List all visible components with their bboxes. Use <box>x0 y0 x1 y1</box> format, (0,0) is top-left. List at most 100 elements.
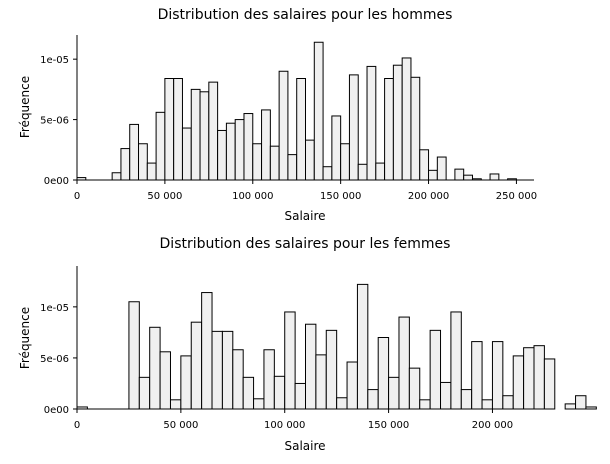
histogram-bar <box>489 173 500 181</box>
x-tick-label: 0 <box>74 420 80 431</box>
histogram-bar <box>217 129 227 181</box>
chart-title: Distribution des salaires pour les femme… <box>160 236 451 252</box>
histogram-bar <box>408 367 421 410</box>
histogram-bar <box>305 323 317 410</box>
histogram-bar <box>129 123 140 181</box>
histogram-bar <box>146 162 157 181</box>
y-tick-label: 0e00 <box>44 176 69 187</box>
bars-group <box>76 41 517 181</box>
histogram-bar <box>325 329 338 410</box>
histogram-bar <box>173 78 183 181</box>
histogram-bar <box>211 330 223 410</box>
men-salary-histogram: Distribution des salaires pour les homme… <box>18 7 537 223</box>
histogram-bar <box>398 316 410 410</box>
histogram-bar <box>471 341 483 410</box>
x-tick-label: 150 000 <box>368 420 409 431</box>
histogram-bar <box>356 283 369 410</box>
histogram-bar <box>331 115 342 181</box>
histogram-bar <box>253 398 265 410</box>
histogram-bar <box>273 375 286 410</box>
histogram-bar <box>346 361 358 410</box>
histogram-bar <box>388 376 400 410</box>
x-tick-label: 200 000 <box>472 420 513 431</box>
histogram-bar <box>138 376 151 410</box>
histogram-bar <box>384 78 394 181</box>
histogram-bar <box>463 174 473 181</box>
histogram-bar <box>201 292 213 410</box>
y-tick-label: 0e00 <box>44 405 69 416</box>
histogram-bar <box>294 382 306 410</box>
x-tick-label: 150 000 <box>320 191 361 202</box>
x-tick-label: 50 000 <box>163 420 198 431</box>
y-tick-label: 5e-06 <box>40 116 69 127</box>
histogram-bar <box>512 355 525 410</box>
histogram-bar <box>296 78 306 181</box>
histogram-bar <box>155 111 166 181</box>
histogram-bar <box>436 156 447 181</box>
histogram-bar <box>348 74 359 181</box>
x-ticks: 0 50 000 100 000 150 000 200 000 <box>74 409 513 431</box>
histogram-bar <box>287 154 298 181</box>
histogram-bar <box>481 399 493 410</box>
y-ticks: 0e00 5e-06 1e-05 <box>40 55 77 187</box>
histogram-bar <box>575 395 587 410</box>
x-tick-label: 50 000 <box>147 191 182 202</box>
histogram-bar <box>366 65 377 181</box>
histogram-bar <box>367 389 379 410</box>
histogram-bar <box>440 381 452 410</box>
histogram-bar <box>502 395 514 410</box>
histogram-bar <box>564 403 577 410</box>
histogram-bar <box>234 119 245 181</box>
histogram-bar <box>377 337 390 410</box>
x-axis-label: Salaire <box>284 439 325 453</box>
histogram-bar <box>491 341 504 410</box>
histogram-bar <box>225 122 236 181</box>
histogram-bar <box>336 397 348 410</box>
histogram-bar <box>242 376 255 410</box>
histogram-bar <box>315 354 327 410</box>
x-tick-label: 100 000 <box>232 191 273 202</box>
histogram-bar <box>190 321 203 410</box>
histogram-bar <box>450 311 462 410</box>
histogram-bar <box>263 349 275 410</box>
histogram-bar <box>454 168 465 181</box>
histogram-bar <box>128 301 140 410</box>
women-salary-histogram: Distribution des salaires pour les femme… <box>18 236 597 453</box>
histogram-bar <box>169 399 182 410</box>
histogram-bar <box>322 166 333 181</box>
histogram-bar <box>164 78 175 181</box>
histogram-bar <box>305 139 315 181</box>
histogram-bar <box>340 143 350 181</box>
histogram-bar <box>221 330 234 410</box>
histogram-bar <box>181 127 192 181</box>
histogram-bar <box>243 113 254 181</box>
histogram-bar <box>401 57 412 181</box>
x-tick-label: 100 000 <box>264 420 305 431</box>
x-tick-label: 250 000 <box>496 191 537 202</box>
bars-group <box>76 283 597 410</box>
histogram-bar <box>419 149 430 181</box>
histogram-bar <box>120 148 131 181</box>
histogram-bar <box>149 326 161 410</box>
x-axis-label: Salaire <box>284 209 325 223</box>
histogram-bar <box>429 329 442 410</box>
histogram-bar <box>523 347 535 410</box>
y-tick-label: 1e-05 <box>40 55 69 66</box>
histogram-bar <box>190 88 201 181</box>
histogram-bar <box>428 169 438 181</box>
x-ticks: 0 50 000 100 000 150 000 200 000 250 000 <box>74 180 537 202</box>
x-tick-label: 200 000 <box>408 191 449 202</box>
histogram-bar <box>313 41 324 181</box>
histogram-bar <box>261 109 271 181</box>
histogram-bar <box>232 349 244 410</box>
histogram-bar <box>543 358 556 410</box>
y-axis-label: Fréquence <box>18 307 32 369</box>
histogram-bar <box>375 162 386 181</box>
histogram-bar <box>585 406 597 410</box>
histogram-bar <box>278 70 289 181</box>
y-axis-label: Fréquence <box>18 76 32 138</box>
histogram-bar <box>111 172 122 181</box>
histogram-bar <box>533 345 545 410</box>
